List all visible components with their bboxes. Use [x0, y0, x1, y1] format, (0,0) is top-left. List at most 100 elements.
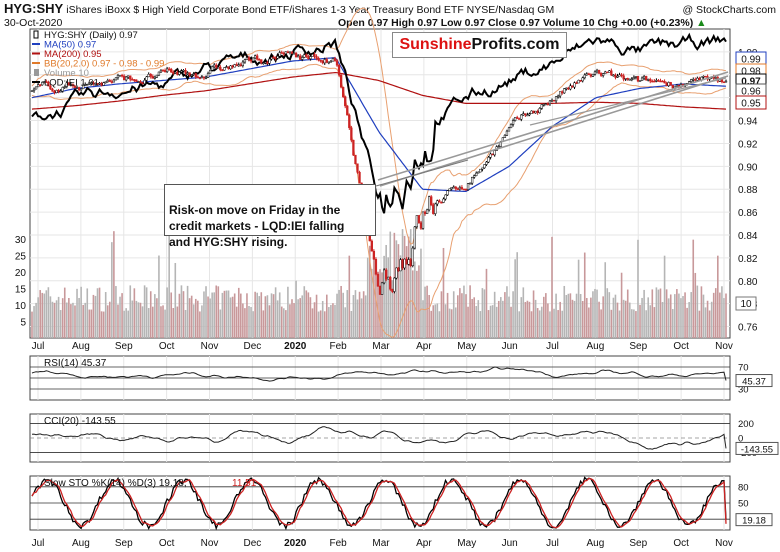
volume-bar [31, 311, 33, 338]
price-candle [591, 73, 595, 77]
price-candle [41, 82, 44, 86]
price-candle [604, 71, 607, 75]
volume-bar [147, 308, 150, 338]
price-candle [393, 277, 396, 292]
x-tick-label-top: Dec [243, 341, 261, 352]
price-candle [125, 76, 128, 81]
price-candle [182, 70, 185, 72]
price-candle [270, 56, 273, 60]
volume-bar [213, 292, 216, 338]
price-candle [382, 269, 386, 284]
volume-bar [291, 299, 293, 338]
price-candle [288, 51, 292, 54]
logo-profits: Profits.com [471, 36, 560, 53]
volume-bar [383, 255, 385, 338]
price-candle [264, 61, 267, 64]
price-candle [159, 70, 163, 73]
volume-bar [608, 292, 611, 338]
volume-bar [346, 290, 349, 338]
quote-bar: Open 0.97 High 0.97 Low 0.97 Close 0.97 … [338, 17, 758, 29]
volume-bar [567, 293, 570, 338]
price-candle [595, 69, 599, 73]
price-candle [108, 80, 111, 82]
volume-bar [334, 304, 336, 338]
stoch-d-value: 11.51 [232, 478, 257, 489]
volume-bar [197, 300, 199, 338]
price-candle [180, 70, 183, 73]
volume-bar [479, 311, 482, 338]
volume-bar [696, 285, 699, 338]
volume-bar [76, 288, 78, 338]
price-y-tick-label: 0.80 [738, 277, 758, 288]
volume-bar [473, 297, 475, 338]
volume-bar [350, 310, 353, 338]
volume-bar [573, 300, 576, 338]
volume-bar [401, 229, 404, 338]
price-candle [149, 73, 152, 77]
price-candle [665, 82, 668, 86]
volume-bar [631, 309, 633, 338]
price-candle [286, 51, 290, 53]
price-candle [294, 52, 298, 58]
volume-bar [628, 302, 631, 338]
price-candle [425, 209, 429, 214]
price-candle [616, 75, 619, 78]
price-candle [98, 82, 101, 85]
price-candle [387, 276, 390, 280]
x-tick-label-bottom: Aug [72, 538, 90, 549]
volume-bar [158, 255, 160, 338]
price-candle [634, 76, 638, 78]
price-candle [513, 117, 517, 121]
volume-bar [557, 310, 559, 338]
volume-bar [272, 294, 275, 338]
price-candle [315, 56, 318, 59]
price-candle [34, 86, 38, 90]
volume-bar [151, 306, 154, 338]
price-candle [552, 99, 556, 102]
volume-bar [504, 292, 506, 338]
price-candle [139, 81, 142, 83]
volume-bar [98, 287, 101, 338]
price-candle [485, 161, 488, 165]
x-tick-label-top: May [457, 341, 476, 352]
volume-bar [39, 290, 41, 338]
volume-bar [616, 302, 619, 338]
price-candle [82, 85, 85, 90]
price-candle [602, 73, 605, 76]
volume-bar [585, 298, 588, 338]
volume-bar [61, 298, 64, 338]
volume-bar [377, 271, 379, 338]
volume-bar [100, 311, 103, 338]
price-candle [36, 84, 40, 88]
volume-bar [57, 296, 60, 338]
price-candle [319, 59, 322, 62]
price-candle [538, 108, 541, 113]
volume-bar [192, 304, 195, 338]
price-candle [587, 73, 590, 75]
volume-bar [598, 301, 600, 338]
volume-bar [170, 292, 173, 338]
x-tick-label-top: Sep [115, 341, 133, 352]
price-candle [561, 91, 564, 94]
volume-bar [190, 295, 193, 338]
price-y-tick-label: 0.84 [738, 231, 758, 242]
price-candle [556, 95, 560, 98]
x-tick-label-top: Apr [416, 341, 432, 352]
price-candle [213, 64, 216, 68]
volume-bar [524, 302, 527, 338]
price-candle [569, 85, 572, 90]
volume-bar [588, 307, 590, 338]
price-candle [290, 51, 294, 54]
price-candle [249, 59, 253, 62]
stoch-label: Slow STO %K(14) %D(3) 19.18, [44, 478, 187, 489]
price-candle [129, 75, 132, 80]
volume-bar [604, 262, 607, 338]
volume-bar [141, 306, 144, 338]
x-tick-label-top: Jul [32, 341, 45, 352]
price-candle [450, 187, 453, 190]
price-candle [454, 186, 457, 189]
volume-bar [354, 290, 357, 338]
price-candle [692, 79, 695, 81]
price-candle [585, 73, 588, 76]
volume-bar [405, 246, 408, 338]
